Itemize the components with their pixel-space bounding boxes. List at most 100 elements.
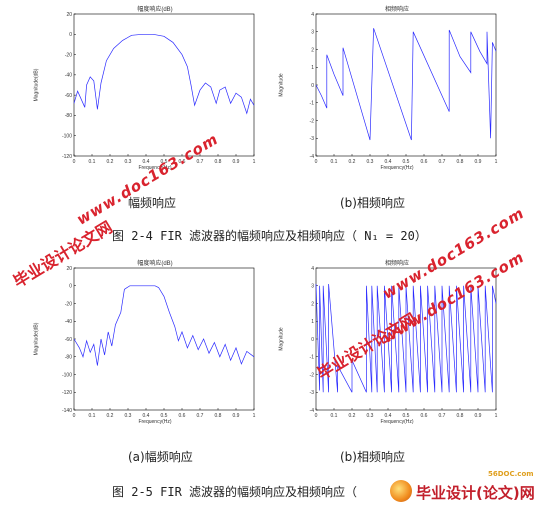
- series-line: [315, 28, 497, 141]
- x-tick-label: 0.5: [161, 159, 168, 165]
- x-axis-label: Frequency(Hz): [380, 165, 414, 171]
- x-tick-label: 0.9: [475, 413, 482, 419]
- y-tick-label: -1: [310, 355, 315, 361]
- fig1-magnitude-plot: 幅度响应(dB) Magnitude(dB) 20 0 -20 -40 -60 -80 -1…: [33, 4, 270, 174]
- x-tick-label: 0.4: [143, 159, 150, 165]
- plot-title: 相频响应: [384, 261, 409, 267]
- y-tick-label: -4: [310, 154, 315, 160]
- x-tick-label: 0.2: [107, 159, 114, 165]
- y-tick-label: -2: [310, 118, 315, 124]
- series-line: [73, 285, 255, 366]
- y-tick-label: -40: [65, 319, 72, 325]
- x-tick-label: 0: [73, 413, 76, 419]
- logo-brand-text: 毕业设计(论文)网: [416, 484, 535, 502]
- x-tick-label: 0.6: [421, 413, 428, 419]
- plot-title: 相频响应: [384, 7, 409, 13]
- x-tick-label: 0.3: [125, 159, 132, 165]
- x-tick-label: 0.9: [475, 159, 482, 165]
- y-tick-label: -120: [62, 154, 72, 160]
- x-tick-label: 0.4: [385, 413, 392, 419]
- y-tick-label: 20: [66, 12, 72, 18]
- y-tick-label: -40: [65, 73, 72, 79]
- x-tick-label: 0: [73, 159, 76, 165]
- x-tick-label: 1: [253, 413, 256, 419]
- y-tick-label: -20: [65, 301, 72, 307]
- x-tick-label: 0: [315, 413, 318, 419]
- y-tick-label: 20: [66, 266, 72, 272]
- x-axis-label: Frequency(Hz): [138, 165, 172, 171]
- plot-title: 幅度响应(dB): [137, 7, 173, 13]
- x-axis-label: Frequency(Hz): [380, 419, 414, 425]
- x-tick-label: 0.6: [179, 159, 186, 165]
- fig1-phase-plot: 相频响应 Magnitude 4 3 2 1 0 -1 -2 -3 -4 0 0.1 0.2 0.3 0.…: [279, 4, 512, 174]
- site-logo: 56DOC.com 毕业设计(论文)网: [372, 470, 540, 506]
- y-tick-label: 3: [311, 284, 314, 290]
- subcaption-b: (b)相频响应: [340, 450, 405, 464]
- subcaption-a: 幅频响应: [128, 196, 177, 210]
- x-tick-label: 1: [495, 159, 498, 165]
- fig2-magnitude-plot: 幅度响应(dB) Magnitude(dB) 20 0 -20 -40 -60 -80 -1…: [33, 258, 270, 428]
- y-tick-label: -60: [65, 93, 72, 99]
- x-tick-label: 0.5: [161, 413, 168, 419]
- y-axis-label: Magnitude(dB): [33, 68, 40, 102]
- y-tick-label: 2: [311, 47, 314, 53]
- x-tick-label: 0.1: [89, 413, 96, 419]
- y-tick-label: -80: [65, 355, 72, 361]
- y-tick-label: -3: [310, 390, 315, 396]
- y-tick-label: -140: [62, 408, 72, 414]
- x-tick-label: 0.8: [215, 413, 222, 419]
- y-tick-label: -100: [62, 134, 72, 140]
- y-tick-label: 0: [69, 32, 72, 38]
- y-tick-label: -3: [310, 136, 315, 142]
- fig2-phase-plot: 相频响应 Magnitude 4 3 2 1 0 -1 -2 -3 -4 0 0.1 0.2 0.3 0.…: [279, 258, 512, 428]
- x-axis-label: Frequency(Hz): [138, 419, 172, 425]
- series-line: [315, 283, 497, 393]
- x-tick-label: 0.4: [143, 413, 150, 419]
- y-tick-label: -120: [62, 390, 72, 396]
- logo-small-text: 56DOC.com: [488, 470, 534, 478]
- y-tick-label: -100: [62, 372, 72, 378]
- x-tick-label: 0.3: [125, 413, 132, 419]
- x-tick-label: 0.6: [421, 159, 428, 165]
- subcaption-a: (a)幅频响应: [128, 450, 193, 464]
- x-tick-label: 0.4: [385, 159, 392, 165]
- y-tick-label: 0: [311, 83, 314, 89]
- x-tick-label: 0: [315, 159, 318, 165]
- x-tick-label: 0.7: [197, 413, 204, 419]
- x-tick-label: 0.2: [107, 413, 114, 419]
- x-tick-label: 0.8: [457, 413, 464, 419]
- y-axis-label: Magnitude(dB): [33, 322, 40, 356]
- logo-disc-icon: [390, 480, 412, 502]
- x-tick-label: 0.5: [403, 413, 410, 419]
- x-tick-label: 0.7: [439, 159, 446, 165]
- x-tick-label: 0.3: [367, 413, 374, 419]
- figure-caption: 图 2-5 FIR 滤波器的幅频响应及相频响应（: [112, 485, 358, 499]
- subcaption-b: (b)相频响应: [340, 196, 405, 210]
- plot-title: 幅度响应(dB): [137, 261, 173, 267]
- y-tick-label: 1: [311, 319, 314, 325]
- x-tick-label: 0.3: [367, 159, 374, 165]
- x-tick-label: 0.1: [89, 159, 96, 165]
- figure-caption: 图 2-4 FIR 滤波器的幅频响应及相频响应（ N₁ = 20）: [112, 229, 427, 243]
- x-tick-label: 0.7: [197, 159, 204, 165]
- x-tick-label: 0.6: [179, 413, 186, 419]
- y-tick-label: 2: [311, 301, 314, 307]
- x-tick-label: 0.9: [233, 159, 240, 165]
- y-tick-label: -20: [65, 52, 72, 58]
- y-tick-label: -80: [65, 113, 72, 119]
- x-tick-label: 0.2: [349, 413, 356, 419]
- y-tick-label: 4: [311, 266, 314, 272]
- y-tick-label: -60: [65, 337, 72, 343]
- y-tick-label: -4: [310, 408, 315, 414]
- x-tick-label: 1: [495, 413, 498, 419]
- x-tick-label: 0.1: [331, 413, 338, 419]
- x-tick-label: 0.1: [331, 159, 338, 165]
- x-tick-label: 0.8: [457, 159, 464, 165]
- y-tick-label: -2: [310, 372, 315, 378]
- y-tick-label: 4: [311, 12, 314, 18]
- series-line: [73, 33, 255, 115]
